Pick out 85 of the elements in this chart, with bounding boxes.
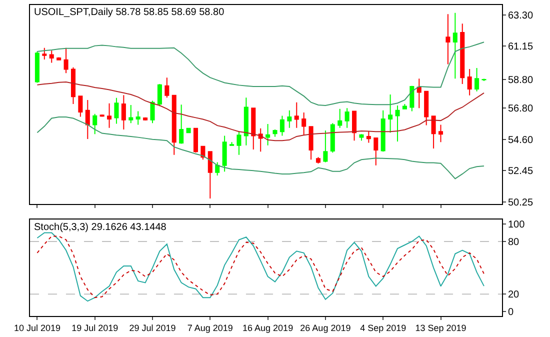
y-tick-label: 56.80 xyxy=(508,104,534,115)
candlestick xyxy=(452,12,458,80)
candlestick xyxy=(308,126,314,160)
y-tick-label: 0 xyxy=(508,307,514,318)
y-tick-label: 100 xyxy=(508,219,526,230)
line-series xyxy=(36,116,484,180)
chart-title: USOIL_SPT,Daily 58.78 58.85 58.69 58.80 xyxy=(34,7,225,18)
candlestick xyxy=(474,68,480,92)
candlestick xyxy=(424,90,429,126)
candlestick xyxy=(344,108,350,128)
y-tick-label: 61.15 xyxy=(508,41,534,52)
candlestick xyxy=(251,108,256,150)
candlestick xyxy=(56,56,62,61)
candlestick xyxy=(179,104,184,144)
candlestick xyxy=(42,47,47,60)
candlestick xyxy=(402,103,407,110)
chart-title: Stoch(5,3,3) 29.1626 43.1448 xyxy=(34,222,167,233)
candlestick xyxy=(330,122,335,154)
candlestick xyxy=(244,97,248,146)
x-tick-label: 29 Jul 2019 xyxy=(129,322,176,333)
candlestick xyxy=(172,94,176,156)
candlestick xyxy=(410,85,414,112)
candlestick xyxy=(294,102,299,128)
candlestick xyxy=(287,110,292,128)
x-tick-label: 4 Sep 2019 xyxy=(360,322,406,333)
candlestick xyxy=(164,77,170,98)
candlestick xyxy=(302,112,306,136)
candlestick xyxy=(150,100,155,124)
y-tick-label: 20 xyxy=(508,290,520,301)
candlestick xyxy=(34,51,40,84)
candlestick xyxy=(128,104,134,124)
candlestick xyxy=(352,110,357,142)
candlestick xyxy=(114,97,119,124)
y-tick-label: 54.60 xyxy=(508,135,534,146)
candlestick xyxy=(431,116,436,149)
candlestick xyxy=(338,108,342,128)
candlestick xyxy=(323,130,328,163)
x-tick-label: 13 Sep 2019 xyxy=(415,322,466,333)
candlestick xyxy=(316,156,321,164)
line-series xyxy=(36,42,484,106)
candlestick xyxy=(266,123,270,146)
candlestick xyxy=(280,115,284,136)
x-tick-label: 26 Aug 2019 xyxy=(300,322,351,333)
y-tick-label: 63.30 xyxy=(508,10,534,22)
candlestick xyxy=(186,128,191,134)
candlestick xyxy=(230,142,234,146)
x-tick-label: 16 Aug 2019 xyxy=(242,322,294,333)
candlestick xyxy=(374,138,378,166)
line-series xyxy=(36,82,484,142)
candlestick xyxy=(272,128,278,138)
candlestick xyxy=(49,50,54,64)
y-tick-label: 50.25 xyxy=(508,197,534,208)
y-tick-label: 80 xyxy=(508,237,520,248)
candlestick xyxy=(85,99,90,140)
x-tick-label: 19 Jul 2019 xyxy=(72,322,118,333)
candlestick xyxy=(215,162,220,176)
x-tick-label: 7 Aug 2019 xyxy=(187,322,233,333)
candlestick xyxy=(78,96,83,118)
candlestick xyxy=(121,94,126,130)
candlestick xyxy=(208,151,212,199)
candlestick xyxy=(143,116,148,122)
candlestick xyxy=(416,78,422,109)
candlestick xyxy=(258,128,263,152)
candlestick xyxy=(236,130,242,156)
candlestick xyxy=(460,23,465,85)
y-tick-label: 58.80 xyxy=(508,74,534,86)
candlestick xyxy=(64,47,68,74)
candlestick xyxy=(366,130,371,144)
candlestick xyxy=(107,102,112,128)
candlestick xyxy=(395,105,400,142)
candlestick xyxy=(222,135,227,172)
candlestick xyxy=(380,110,386,152)
candlestick xyxy=(438,124,444,143)
candlestick xyxy=(482,78,486,82)
y-tick-label: 52.45 xyxy=(508,166,534,177)
candlestick xyxy=(446,14,450,65)
candlestick xyxy=(157,84,162,107)
candlestick xyxy=(136,110,140,126)
candlestick xyxy=(359,134,364,142)
candlestick xyxy=(70,66,76,104)
candlestick xyxy=(92,113,98,135)
candlestick xyxy=(193,128,198,154)
candlestick xyxy=(388,94,393,134)
candlestick xyxy=(467,68,472,96)
x-tick-label: 10 Jul 2019 xyxy=(14,322,60,333)
